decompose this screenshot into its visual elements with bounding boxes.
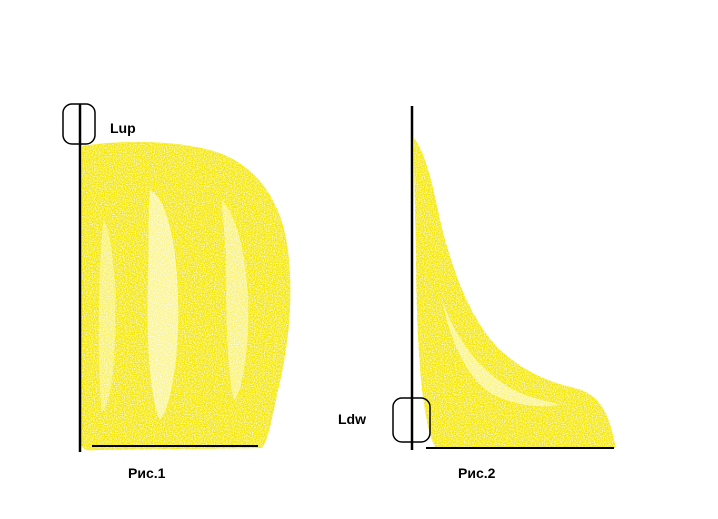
figure-2: Ldw Рис.2 (338, 106, 616, 481)
figure-1-light-streak-2 (222, 200, 249, 400)
figure-2-ldw-label: Ldw (338, 411, 366, 427)
figure-2-light-streak (442, 300, 560, 407)
figure-1-light-streak (147, 190, 179, 420)
figure-2-ldw-marker (392, 397, 431, 443)
figure-1-lup-label: Lup (110, 120, 136, 136)
figure-2-yellow-region (414, 138, 616, 448)
figure-1-yellow-region (80, 141, 291, 451)
figure-1-light-streak-3 (98, 220, 116, 412)
figure-1: Lup Рис.1 (62, 103, 291, 481)
figure-1-caption: Рис.1 (128, 465, 166, 481)
figure-1-lup-marker (62, 103, 96, 145)
figure-2-caption: Рис.2 (458, 465, 496, 481)
